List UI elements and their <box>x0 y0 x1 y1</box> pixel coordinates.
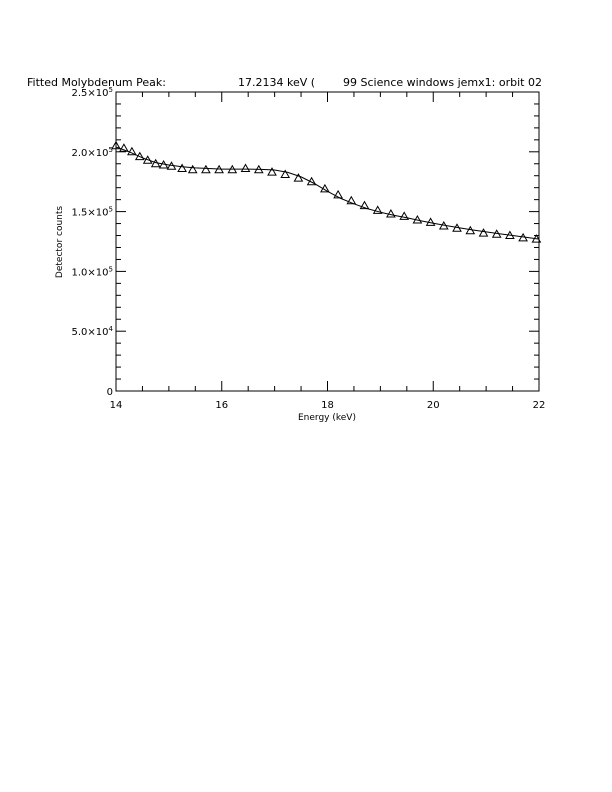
plot-frame <box>115 91 540 392</box>
data-point-marker <box>240 163 251 172</box>
y-tick-mantissa: 1.0×10 <box>72 267 109 278</box>
y-tick-mantissa: 5.0×10 <box>72 327 109 338</box>
title-dataset: 99 Science windows jemx1: orbit 02 <box>343 76 542 89</box>
y-tick-exponent: 5 <box>109 86 113 94</box>
data-point-marker <box>465 225 476 235</box>
y-tick-exponent: 5 <box>109 146 113 154</box>
y-tick-label: 1.5×105 <box>72 206 113 219</box>
y-tick-mantissa: 2.0×10 <box>72 148 109 159</box>
data-point-marker <box>346 195 357 205</box>
y-tick-label: 2.5×105 <box>72 86 113 99</box>
data-point-marker <box>142 155 153 164</box>
x-tick-label: 20 <box>427 400 440 411</box>
data-point-marker <box>111 140 121 150</box>
data-point-marker <box>127 146 137 156</box>
y-tick-exponent: 5 <box>109 265 113 273</box>
data-point-marker <box>267 167 277 176</box>
y-tick-label: 1.0×105 <box>72 265 113 278</box>
y-tick-label: 5.0×104 <box>72 325 114 338</box>
data-point-marker <box>201 164 211 174</box>
data-point-marker <box>119 143 129 152</box>
data-point-marker <box>150 158 161 168</box>
y-tick-label: 2.0×105 <box>72 146 113 159</box>
data-point-marker <box>505 230 515 239</box>
data-markers <box>111 140 542 243</box>
axis-ticks <box>115 91 540 392</box>
data-point-marker <box>333 189 343 199</box>
data-point-marker <box>399 211 410 220</box>
x-tick-label: 18 <box>321 400 334 411</box>
data-point-marker <box>518 232 528 242</box>
y-axis-title: Detector counts <box>55 206 65 278</box>
data-point-marker <box>359 200 370 210</box>
data-point-marker <box>253 164 264 174</box>
x-tick-label: 16 <box>215 400 228 411</box>
data-point-marker <box>166 161 177 170</box>
data-point-marker <box>134 151 145 161</box>
x-tick-label: 22 <box>533 400 546 411</box>
data-point-marker <box>531 234 542 243</box>
title-label: Fitted Molybdenum Peak: <box>27 76 166 89</box>
data-point-marker <box>452 223 462 232</box>
y-tick-label: 0 <box>107 387 113 398</box>
data-point-marker <box>158 159 169 169</box>
data-point-marker <box>306 176 317 186</box>
y-tick-exponent: 4 <box>109 325 114 333</box>
data-point-marker <box>227 164 238 174</box>
data-point-marker <box>438 220 449 230</box>
title-energy: 17.2134 keV ( <box>238 76 315 89</box>
y-tick-mantissa: 0 <box>107 387 113 398</box>
data-point-marker <box>412 214 423 224</box>
data-point-marker <box>491 229 502 238</box>
x-tick-label: 14 <box>110 400 123 411</box>
fit-line <box>115 146 540 240</box>
data-point-marker <box>187 164 198 174</box>
data-point-marker <box>372 205 383 214</box>
data-point-marker <box>478 228 489 237</box>
data-point-marker <box>214 164 224 174</box>
data-point-marker <box>293 173 304 182</box>
data-point-marker <box>280 169 291 178</box>
y-tick-mantissa: 1.5×10 <box>72 208 109 219</box>
y-tick-mantissa: 2.5×10 <box>72 88 109 99</box>
chart-title: Fitted Molybdenum Peak: 17.2134 keV ( 99… <box>27 76 542 89</box>
x-axis-title: Energy (keV) <box>298 413 356 423</box>
data-point-marker <box>177 163 187 172</box>
data-point-marker <box>425 217 436 226</box>
data-point-marker <box>386 208 396 218</box>
data-point-marker <box>320 183 330 193</box>
y-tick-exponent: 5 <box>109 206 113 214</box>
